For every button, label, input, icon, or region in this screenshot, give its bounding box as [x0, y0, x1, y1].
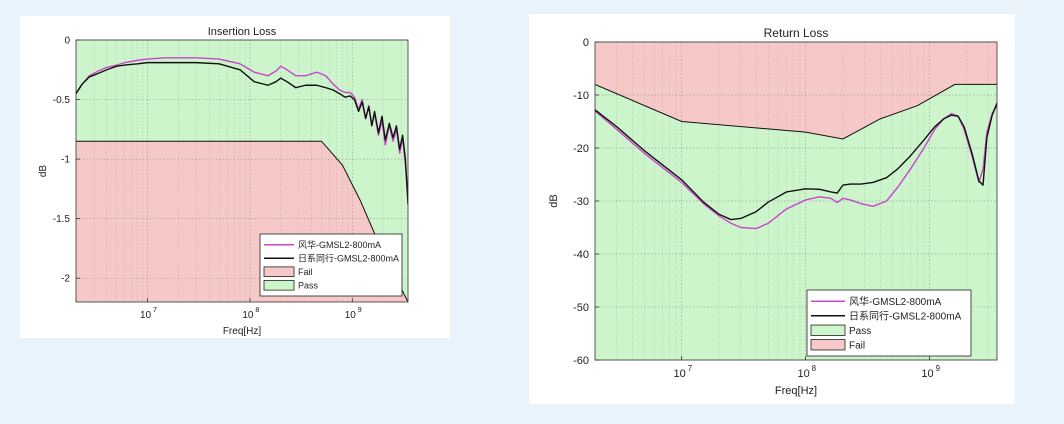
x-axis-label: Freq[Hz]	[223, 326, 262, 337]
return-loss-panel: 0 -10 -20 -30 -40 -50 -60 10 7 10 8 10 9 Return Loss F…	[529, 14, 1015, 404]
y-tick-label: -50	[573, 302, 589, 314]
legend-item-label: 风华-GMSL2-800mA	[298, 239, 381, 250]
series-line-rixi	[76, 61, 408, 205]
legend-item-label: Fail	[298, 267, 313, 277]
y-axis-label: dB	[38, 165, 49, 178]
x-tick-label: 10	[345, 310, 357, 321]
axes-box	[75, 39, 409, 303]
y-tick-label: -0.5	[53, 95, 71, 106]
y-tick-label: -1.5	[53, 214, 71, 225]
x-tick-label: 10	[140, 310, 152, 321]
legend-swatch-patch	[810, 339, 846, 351]
y-tick-label: -60	[573, 355, 589, 367]
x-tick-exponent: 8	[812, 364, 817, 373]
y-tick-label: 0	[583, 37, 589, 49]
x-tick-exponent: 9	[936, 364, 941, 373]
x-tick-exponent: 9	[358, 305, 362, 314]
chart-title: Return Loss	[764, 26, 829, 40]
legend-item-label: 日系同行-GMSL2-800mA	[298, 252, 399, 263]
y-tick-label: -1	[61, 155, 70, 166]
legend-item-label: 风华-GMSL2-800mA	[849, 295, 942, 308]
legend: 风华-GMSL2-800mA 日系同行-GMSL2-800mA Fail Pass	[259, 233, 403, 297]
insertion-loss-panel: 0 -0.5 -1 -1.5 -2 10 7 10 8 10 9 Insertion Loss Freq…	[20, 16, 450, 338]
y-tick-label: -20	[573, 143, 589, 155]
x-tick-exponent: 7	[153, 305, 157, 314]
legend-item-label: Pass	[298, 280, 319, 290]
legend-swatch-patch	[263, 266, 295, 278]
fail-region	[595, 42, 997, 139]
x-tick-exponent: 8	[255, 305, 259, 314]
x-axis-label: Freq[Hz]	[775, 385, 817, 397]
x-tick-label: 10	[921, 368, 933, 380]
y-axis-label: dB	[548, 194, 560, 207]
series-line-fenghua	[595, 105, 997, 230]
y-tick-label: -40	[573, 249, 589, 261]
limit-mask-line	[595, 83, 997, 140]
series-line-rixi	[595, 102, 997, 221]
x-tick-label: 10	[797, 368, 809, 380]
x-tick-exponent: 7	[688, 364, 692, 373]
y-tick-label: 0	[64, 36, 70, 47]
y-tick-label: -2	[61, 274, 70, 285]
x-tick-label: 10	[242, 310, 254, 321]
y-tick-label: -10	[573, 90, 589, 102]
pass-region	[76, 40, 408, 302]
legend-item-label: 日系同行-GMSL2-800mA	[849, 309, 962, 322]
series-line-fenghua	[76, 57, 408, 195]
chart-title: Insertion Loss	[208, 26, 277, 38]
x-tick-label: 10	[674, 368, 686, 380]
y-tick-label: -30	[573, 196, 589, 208]
legend-swatch-patch	[263, 279, 295, 291]
legend-item-label: Fail	[849, 340, 865, 351]
legend-item-label: Pass	[849, 326, 871, 337]
legend-swatch-patch	[810, 324, 846, 336]
